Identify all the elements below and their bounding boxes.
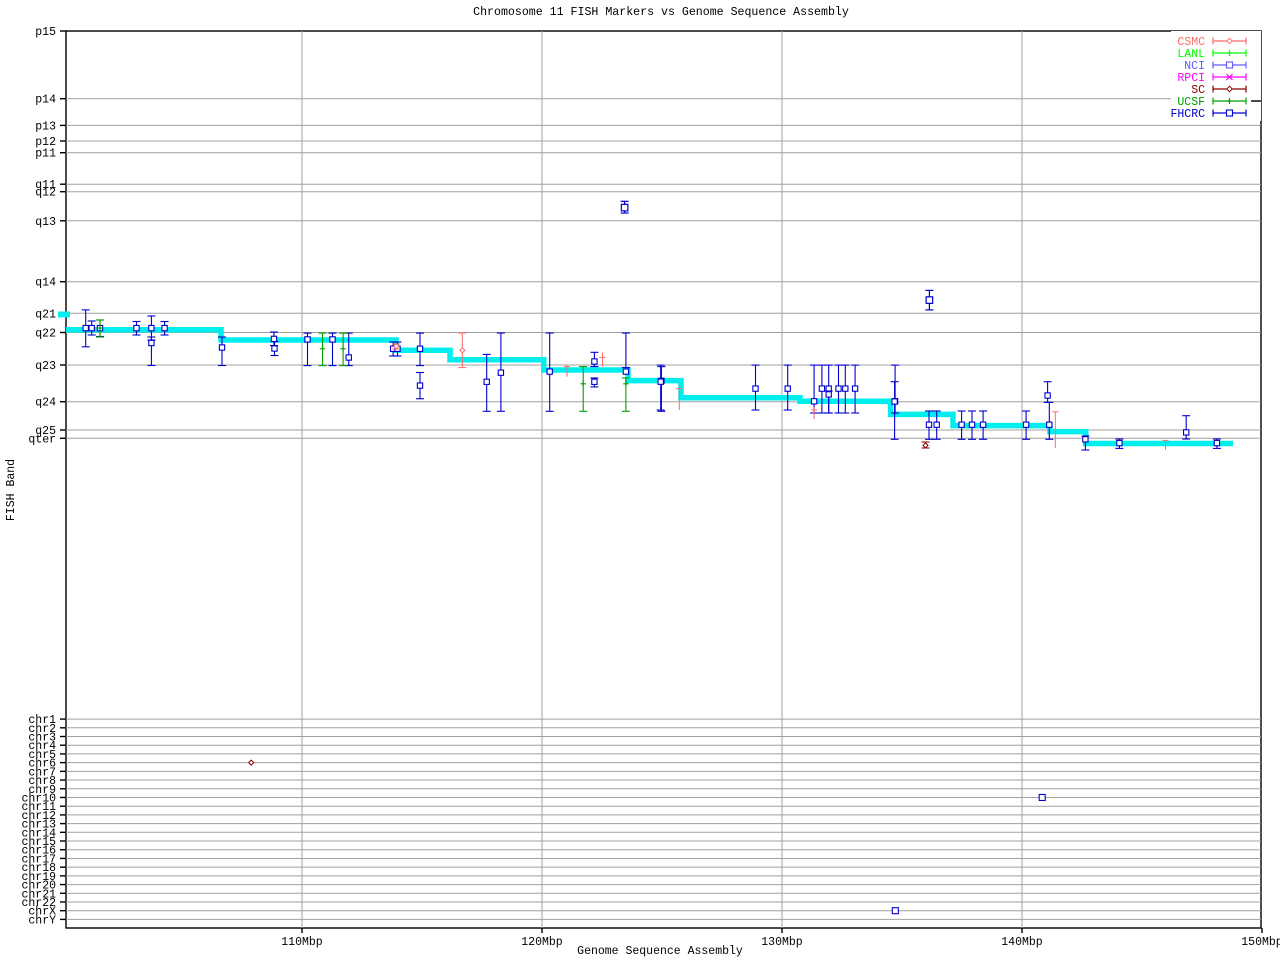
svg-text:q22: q22	[35, 328, 56, 341]
svg-text:150Mbp: 150Mbp	[1241, 936, 1280, 949]
svg-text:q14: q14	[35, 277, 56, 290]
svg-text:p11: p11	[35, 148, 56, 161]
svg-text:Chromosome 11 FISH Markers vs: Chromosome 11 FISH Markers vs Genome Seq…	[473, 6, 849, 19]
svg-text:110Mbp: 110Mbp	[281, 936, 323, 949]
svg-text:qter: qter	[28, 433, 56, 446]
svg-text:140Mbp: 140Mbp	[1001, 936, 1043, 949]
svg-text:p15: p15	[35, 26, 56, 39]
svg-text:q23: q23	[35, 360, 56, 373]
svg-text:p14: p14	[35, 94, 56, 107]
svg-text:130Mbp: 130Mbp	[761, 936, 803, 949]
svg-text:chrY: chrY	[28, 914, 56, 927]
svg-text:q12: q12	[35, 187, 56, 200]
svg-text:FHCRC: FHCRC	[1170, 108, 1205, 121]
svg-text:Genome Sequence Assembly: Genome Sequence Assembly	[577, 945, 743, 958]
svg-text:q21: q21	[35, 308, 56, 321]
svg-text:q24: q24	[35, 397, 56, 410]
svg-text:120Mbp: 120Mbp	[521, 936, 563, 949]
svg-text:FISH Band: FISH Band	[5, 459, 18, 521]
svg-text:q13: q13	[35, 216, 56, 229]
svg-text:p13: p13	[35, 120, 56, 133]
